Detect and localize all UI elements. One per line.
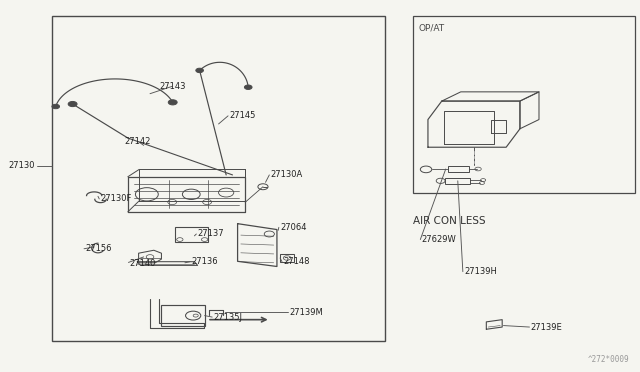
Text: 27130A: 27130A: [271, 170, 303, 179]
Text: 27139M: 27139M: [290, 308, 323, 317]
Text: 27140: 27140: [130, 259, 156, 268]
Bar: [161, 305, 205, 326]
Text: 27139E: 27139E: [531, 323, 563, 331]
Text: 27145: 27145: [229, 111, 256, 121]
Text: ^272*0009: ^272*0009: [588, 355, 629, 364]
Text: 27156: 27156: [85, 244, 112, 253]
Text: 27629W: 27629W: [422, 235, 456, 244]
Bar: [175, 227, 209, 242]
Text: OP/AT: OP/AT: [419, 23, 445, 32]
Circle shape: [244, 85, 252, 89]
Circle shape: [68, 102, 77, 107]
Text: 27064: 27064: [280, 223, 307, 232]
Text: 27130: 27130: [8, 161, 35, 170]
Text: 27130F: 27130F: [100, 195, 132, 203]
Text: AIR CON LESS: AIR CON LESS: [413, 216, 486, 226]
Text: 27148: 27148: [284, 257, 310, 266]
Text: 27142: 27142: [125, 137, 151, 146]
Bar: [448, 166, 468, 172]
Text: 27143: 27143: [159, 82, 186, 91]
Bar: [413, 16, 636, 193]
Text: 27139H: 27139H: [464, 267, 497, 276]
Circle shape: [196, 68, 204, 73]
Bar: [52, 16, 385, 341]
Text: 27136: 27136: [191, 257, 218, 266]
Text: 27135J: 27135J: [214, 312, 243, 321]
Circle shape: [168, 100, 177, 105]
Text: 27137: 27137: [198, 230, 224, 238]
Circle shape: [52, 104, 60, 109]
Bar: [280, 254, 294, 262]
Bar: [445, 177, 470, 184]
